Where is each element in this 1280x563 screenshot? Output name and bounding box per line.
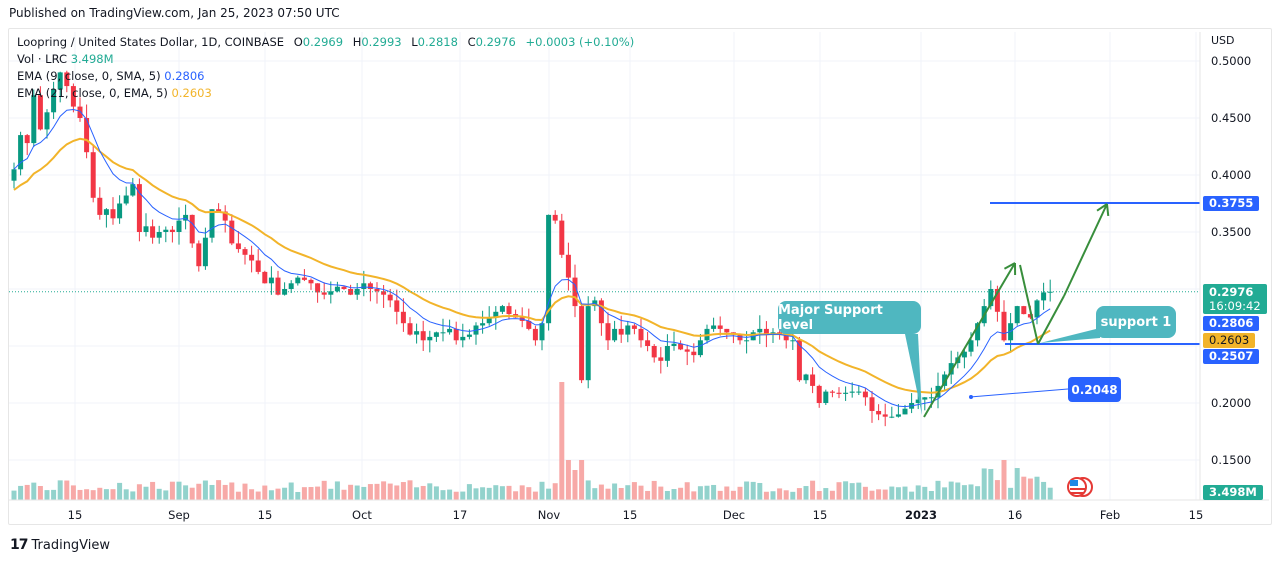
time-tick: 16 <box>1007 508 1023 522</box>
price-tick: 0.2000 <box>1211 396 1252 410</box>
volume-bars <box>11 382 1053 500</box>
low-value: 0.2818 <box>417 35 458 49</box>
time-tick: 15 <box>622 508 638 522</box>
last-price-value: 0.2976 <box>1209 285 1254 299</box>
time-tick: 2023 <box>904 508 938 522</box>
footer-branding[interactable]: 17 TradingView <box>10 537 110 553</box>
price-tick: 0.4500 <box>1211 111 1252 125</box>
legend-ema21-row[interactable]: EMA (21, close, 0, EMA, 5) 0.2603 <box>17 85 634 102</box>
time-tick: Feb <box>1099 508 1121 522</box>
price-tick: 0.3500 <box>1211 225 1252 239</box>
last-price-badge: 0.2976 16:09:42 <box>1203 284 1267 314</box>
ema9-value: 0.2806 <box>164 69 205 83</box>
volume-value: 3.498M <box>70 52 114 66</box>
drawings <box>9 202 1200 497</box>
ema9-badge: 0.2806 <box>1203 316 1260 331</box>
legend-ema9-row[interactable]: EMA (9, close, 0, SMA, 5) 0.2806 <box>17 68 634 85</box>
time-tick: 15 <box>812 508 828 522</box>
volume-badge: 3.498M <box>1203 485 1263 500</box>
time-tick: 15 <box>67 508 83 522</box>
support-price-badge: 0.2507 <box>1203 349 1260 364</box>
brand-name: TradingView <box>31 537 111 553</box>
volume-label: Vol · LRC <box>17 52 68 66</box>
ema21-value: 0.2603 <box>171 86 212 100</box>
legend-volume-row[interactable]: Vol · LRC 3.498M <box>17 51 634 68</box>
time-tick: 17 <box>452 508 468 522</box>
grid-lines <box>9 32 1200 500</box>
price-annotation-pill[interactable]: 0.2048 <box>1068 377 1121 402</box>
price-tick: 0.4000 <box>1211 168 1252 182</box>
ema21-label: EMA (21, close, 0, EMA, 5) <box>17 86 168 100</box>
ema21-badge: 0.2603 <box>1203 333 1256 348</box>
legend-symbol-row: Loopring / United States Dollar, 1D, COI… <box>17 34 634 51</box>
symbol-title: Loopring / United States Dollar, 1D, COI… <box>17 35 285 49</box>
support-1-callout[interactable]: support 1 <box>1096 306 1176 338</box>
time-tick: Nov <box>537 508 561 522</box>
change-value: +0.0003 (+0.10%) <box>525 35 635 49</box>
open-label: O <box>293 35 303 49</box>
ema21-line <box>13 137 1051 394</box>
target-price-badge: 0.3755 <box>1203 196 1260 211</box>
close-label: C <box>467 35 476 49</box>
tradingview-logo-icon: 17 <box>10 537 29 553</box>
time-tick: Oct <box>352 508 372 522</box>
ema9-line <box>13 108 1051 408</box>
price-tick: 0.5000 <box>1211 54 1252 68</box>
high-label: H <box>352 35 362 49</box>
currency-label: USD <box>1211 34 1235 47</box>
us-flag-icon <box>1067 477 1093 497</box>
time-tick: Sep <box>168 508 190 522</box>
chart-frame <box>8 28 1272 525</box>
published-header: Published on TradingView.com, Jan 25, 20… <box>9 6 340 20</box>
price-tick: 0.1500 <box>1211 453 1252 467</box>
close-value: 0.2976 <box>475 35 516 49</box>
candlesticks <box>11 70 1053 427</box>
time-tick: 15 <box>257 508 273 522</box>
open-value: 0.2969 <box>302 35 344 49</box>
time-tick: Dec <box>722 508 746 522</box>
major-support-callout[interactable]: Major Support level <box>778 301 921 334</box>
bar-countdown: 16:09:42 <box>1209 299 1261 313</box>
ema9-label: EMA (9, close, 0, SMA, 5) <box>17 69 161 83</box>
low-label: L <box>411 35 418 49</box>
time-tick: 15 <box>1188 508 1204 522</box>
chart-legend: Loopring / United States Dollar, 1D, COI… <box>17 34 634 102</box>
high-value: 0.2993 <box>361 35 402 49</box>
